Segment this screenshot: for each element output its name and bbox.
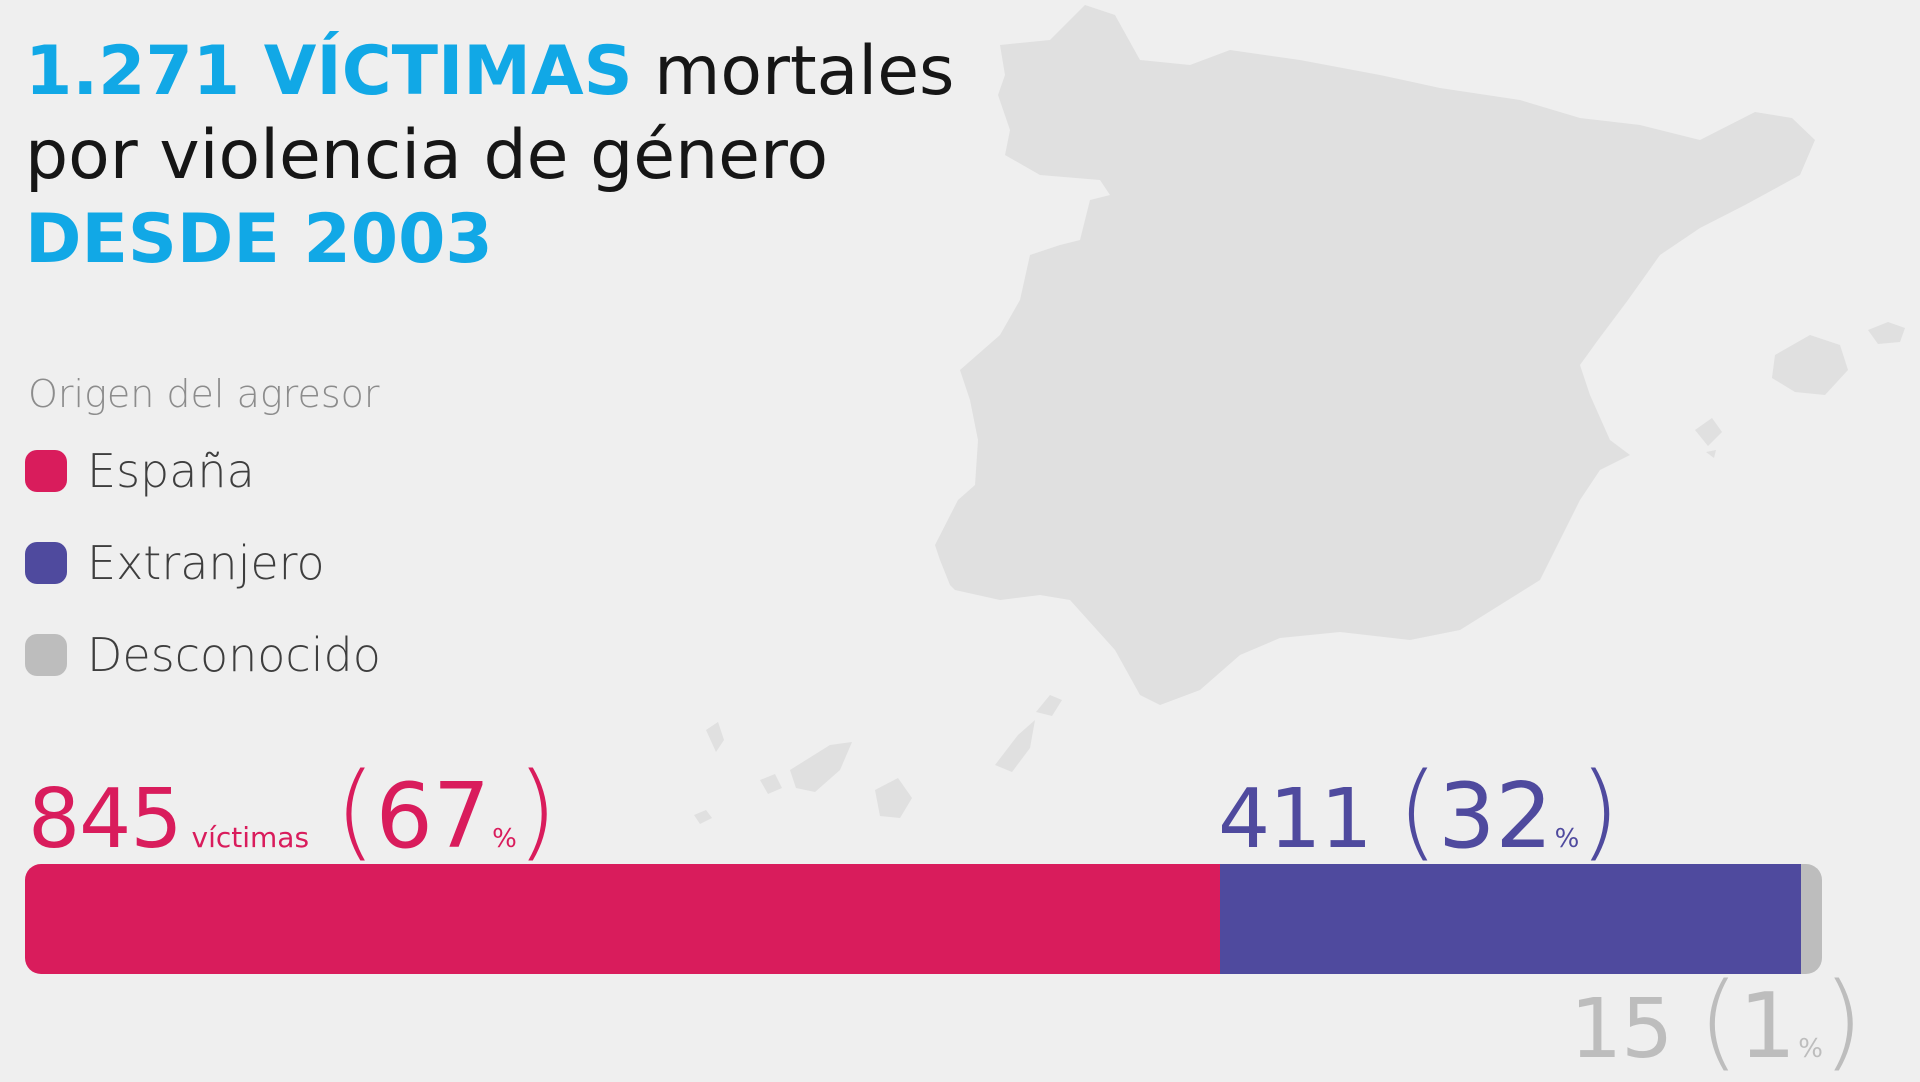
stacked-bar (25, 864, 1822, 974)
data-label-extranjero-open-paren: ( (1397, 750, 1439, 872)
legend-label-espana: España (87, 444, 255, 498)
legend-label-desconocido: Desconocido (87, 628, 381, 682)
data-label-extranjero-close-paren: ) (1579, 750, 1620, 872)
island-formentera (1706, 450, 1716, 458)
legend-item-desconocido: Desconocido (25, 628, 381, 682)
data-label-desconocido: 15 ( 1 % ) (1570, 960, 1863, 1082)
data-label-espana-unit: víctimas (191, 821, 310, 854)
data-label-espana: 845 víctimas ( 67 % ) (28, 750, 557, 872)
data-label-desconocido-pct-sign: % (1798, 1034, 1823, 1064)
data-label-desconocido-open-paren: ( (1698, 960, 1739, 1082)
legend-title: Origen del agresor (28, 372, 380, 416)
data-label-espana-pct-sign: % (492, 824, 517, 854)
data-label-espana-close-paren: ) (516, 750, 558, 872)
bar-segment-extranjero (1219, 864, 1801, 974)
data-label-desconocido-close-paren: ) (1822, 960, 1864, 1082)
bar-segment-desconocido (1800, 864, 1822, 974)
data-label-extranjero-pct-sign: % (1554, 824, 1580, 854)
island-mallorca (1772, 335, 1848, 395)
legend-swatch-espana (25, 450, 67, 492)
data-label-espana-open-paren: ( (335, 750, 376, 872)
data-label-extranjero-pct: 32 (1438, 764, 1553, 869)
island-la-gomera (760, 774, 782, 794)
title-line-2: por violencia de género (25, 116, 829, 195)
island-tenerife (790, 742, 852, 792)
title-highlight-year: DESDE 2003 (25, 200, 493, 279)
peninsula-shape (935, 5, 1815, 705)
legend-item-espana: España (25, 444, 255, 498)
legend-item-extranjero: Extranjero (25, 536, 325, 590)
island-menorca (1868, 322, 1905, 344)
island-gran-canaria (875, 778, 912, 818)
island-lanzarote (1036, 695, 1062, 716)
data-label-espana-pct: 67 (375, 764, 491, 869)
island-fuerteventura (995, 720, 1035, 772)
bar-segment-espana (25, 864, 1220, 974)
title-highlight-count: 1.271 VÍCTIMAS (25, 32, 633, 111)
data-label-extranjero: 411 ( 32 % ) (1218, 750, 1620, 872)
legend-swatch-extranjero (25, 542, 67, 584)
data-label-desconocido-pct: 1 (1738, 974, 1797, 1079)
data-label-espana-count: 845 (28, 772, 183, 867)
page-title: 1.271 VÍCTIMAS mortales por violencia de… (25, 30, 954, 282)
legend-swatch-desconocido (25, 634, 67, 676)
data-label-extranjero-count: 411 (1218, 772, 1373, 867)
island-la-palma (706, 722, 724, 752)
title-rest: mortales (632, 32, 955, 111)
map-shapes (694, 5, 1905, 824)
legend-label-extranjero: Extranjero (87, 536, 325, 590)
data-label-desconocido-count: 15 (1570, 982, 1673, 1077)
island-ibiza (1695, 418, 1722, 446)
island-el-hierro (694, 810, 712, 824)
